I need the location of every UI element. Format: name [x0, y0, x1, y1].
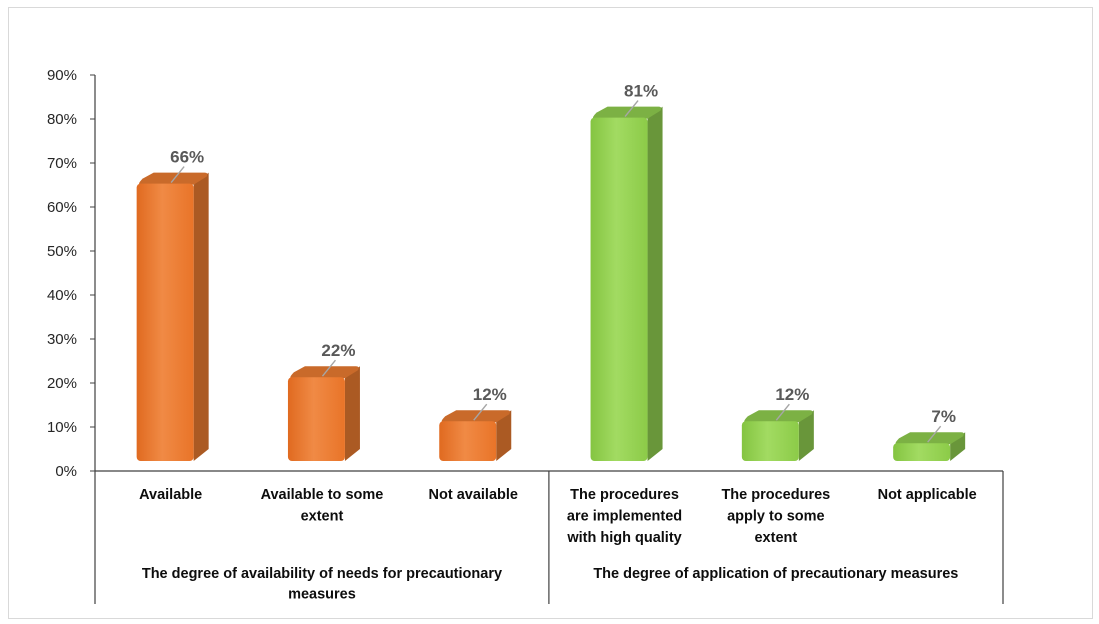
y-tick-label: 0%: [55, 463, 77, 480]
category-label: Available to some extent: [261, 487, 384, 525]
y-tick-label: 40%: [47, 287, 77, 304]
bar-6: [893, 443, 951, 461]
category-label: Not applicable: [878, 487, 977, 503]
data-label-leader: [927, 425, 942, 443]
data-label: 81%: [624, 82, 658, 101]
group-label: The degree of availability of needs for …: [142, 566, 502, 603]
y-tick-label: 80%: [47, 111, 77, 128]
data-label-leader: [473, 403, 488, 421]
category-label: The procedures are implemented with high q…: [566, 487, 682, 546]
bar-4: [590, 117, 648, 461]
group-label: The degree of application of precautiona…: [593, 566, 958, 582]
y-tick-label: 20%: [47, 375, 77, 392]
data-label-leader: [624, 100, 639, 118]
bar-side: [647, 106, 663, 461]
bar-1: [136, 183, 194, 461]
bar-top: [895, 432, 964, 445]
y-tick-label: 60%: [47, 199, 77, 216]
category-label: Available: [139, 487, 202, 503]
bar-side: [193, 172, 209, 461]
y-tick-label: 10%: [47, 419, 77, 436]
y-tick-label: 90%: [47, 67, 77, 84]
data-label: 7%: [931, 407, 956, 426]
y-tick-label: 30%: [47, 331, 77, 348]
bar-top: [290, 366, 359, 379]
y-tick-label: 70%: [47, 155, 77, 172]
data-label-leader: [775, 403, 790, 421]
data-label: 12%: [473, 385, 507, 404]
bar-3: [439, 421, 497, 461]
data-label: 12%: [775, 385, 809, 404]
bar-top: [592, 106, 662, 119]
bar-side: [344, 366, 360, 461]
y-tick-label: 50%: [47, 243, 77, 260]
bar-side: [798, 410, 814, 461]
bar-top: [139, 172, 208, 185]
bar-top: [441, 410, 510, 423]
data-label: 22%: [321, 341, 355, 360]
bar-side: [496, 410, 512, 461]
data-label-leader: [170, 166, 185, 184]
bar-top: [744, 410, 813, 423]
category-label: The procedures apply to some extent: [721, 487, 830, 546]
category-label: Not available: [429, 487, 518, 503]
data-label-leader: [321, 359, 336, 377]
data-label: 66%: [170, 148, 204, 167]
bar-5: [741, 421, 799, 461]
bar-2: [287, 377, 345, 461]
bar-side: [950, 432, 966, 461]
